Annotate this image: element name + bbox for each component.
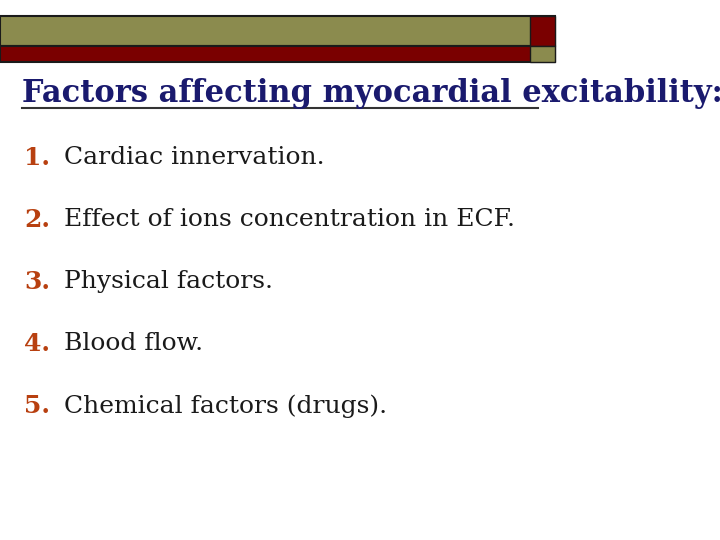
Text: 4.: 4. — [24, 332, 50, 356]
Text: 2.: 2. — [24, 208, 50, 232]
Text: 5.: 5. — [24, 394, 50, 418]
Text: Cardiac innervation.: Cardiac innervation. — [64, 146, 325, 169]
Text: Blood flow.: Blood flow. — [64, 332, 203, 355]
Bar — [0, 16, 555, 46]
Text: Physical factors.: Physical factors. — [64, 270, 273, 293]
Text: 3.: 3. — [24, 270, 50, 294]
Text: 1.: 1. — [24, 146, 50, 170]
Bar — [530, 16, 555, 46]
Text: Chemical factors (drugs).: Chemical factors (drugs). — [64, 394, 387, 418]
Text: Effect of ions concentration in ECF.: Effect of ions concentration in ECF. — [64, 208, 515, 231]
Text: Factors affecting myocardial excitability:: Factors affecting myocardial excitabilit… — [22, 78, 720, 109]
Bar — [530, 46, 555, 62]
Bar — [0, 46, 555, 62]
